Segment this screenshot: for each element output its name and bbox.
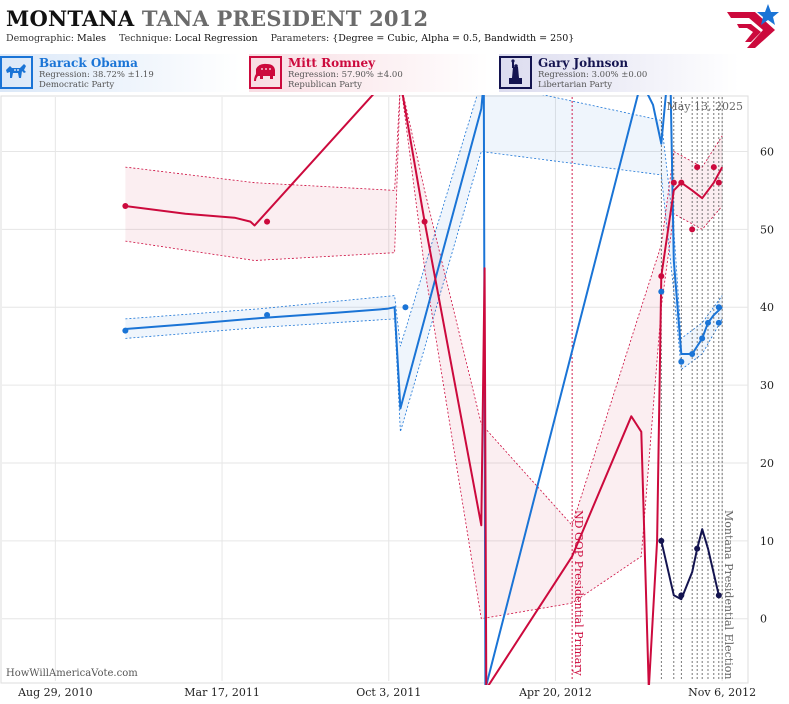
point-mitt-romney xyxy=(264,218,271,225)
y-tick-label: 40 xyxy=(760,301,774,314)
point-mitt-romney xyxy=(689,226,696,233)
point-barack-obama xyxy=(122,327,129,334)
y-tick-label: 30 xyxy=(760,379,774,392)
point-barack-obama xyxy=(689,350,696,357)
technique-label: Technique: xyxy=(119,33,172,44)
point-barack-obama xyxy=(678,358,685,365)
line-mitt-romney xyxy=(125,95,724,685)
point-mitt-romney xyxy=(694,164,701,171)
band-mitt-romney xyxy=(125,95,723,619)
band-lower-barack-obama xyxy=(125,151,723,432)
candidate-name: Gary Johnson xyxy=(538,56,629,70)
x-tick-label: Nov 6, 2012 xyxy=(688,686,757,699)
point-mitt-romney xyxy=(658,273,665,280)
candidate-johnson[interactable]: Gary Johnson Regression: 3.00% ±0.00 Lib… xyxy=(499,54,739,92)
point-gary-johnson xyxy=(678,592,685,599)
series-lines xyxy=(125,95,724,685)
point-barack-obama xyxy=(715,304,722,311)
confidence-bands xyxy=(125,95,723,620)
candidate-regression: Regression: 57.90% ±4.00 xyxy=(288,70,403,80)
demographic-value: Males xyxy=(77,33,106,44)
point-barack-obama xyxy=(402,304,409,311)
date-label: May 13, 2025 xyxy=(666,100,743,113)
donkey-icon xyxy=(0,56,33,89)
liberty-statue-icon xyxy=(499,56,532,89)
y-tick-label: 60 xyxy=(760,146,774,159)
candidate-regression: Regression: 3.00% ±0.00 xyxy=(538,70,648,80)
event-label: ND GOP Presidential Primary xyxy=(572,510,585,677)
point-mitt-romney xyxy=(670,179,677,186)
y-tick-label: 20 xyxy=(760,457,774,470)
point-barack-obama xyxy=(704,319,711,326)
footer-site: HowWillAmericaVote.com xyxy=(6,668,138,679)
chart-plot: ND GOP Presidential Primary Montana Presi… xyxy=(0,95,774,685)
point-mitt-romney xyxy=(122,203,129,210)
site-logo-icon xyxy=(727,4,779,48)
event-label: Montana Presidential Election xyxy=(722,510,735,679)
point-barack-obama xyxy=(715,319,722,326)
point-gary-johnson xyxy=(658,537,665,544)
candidate-obama[interactable]: Barack Obama Regression: 38.72% ±1.19 De… xyxy=(0,54,240,92)
point-barack-obama xyxy=(264,312,271,319)
point-gary-johnson xyxy=(694,545,701,552)
y-tick-label: 10 xyxy=(760,535,774,548)
title-state: MONTANA xyxy=(6,6,135,31)
technique-value: Local Regression xyxy=(174,33,258,44)
x-tick-label: Oct 3, 2011 xyxy=(356,686,422,699)
demographic-label: Demographic: xyxy=(6,33,75,44)
series-points xyxy=(122,164,722,599)
title-rest: TANA PRESIDENT 2012 xyxy=(141,6,429,31)
candidate-name: Barack Obama xyxy=(39,56,138,70)
line-barack-obama xyxy=(125,95,723,685)
chart-header: MONTANA TANA PRESIDENT 2012 Demographic:… xyxy=(6,6,584,44)
y-tick-label: 50 xyxy=(760,223,774,236)
chart-title: MONTANA TANA PRESIDENT 2012 xyxy=(6,6,584,31)
elephant-icon xyxy=(249,56,282,89)
candidate-party: Libertarian Party xyxy=(538,80,613,90)
candidate-legend: Barack Obama Regression: 38.72% ±1.19 De… xyxy=(0,54,789,92)
candidate-regression: Regression: 38.72% ±1.19 xyxy=(39,70,154,80)
y-tick-label: 0 xyxy=(760,613,767,626)
candidate-party: Republican Party xyxy=(288,80,362,90)
y-axis-ticks: 0 10 20 30 40 50 60 xyxy=(760,146,774,626)
candidate-party: Democratic Party xyxy=(39,80,115,90)
point-gary-johnson xyxy=(715,592,722,599)
line-gary-johnson xyxy=(660,528,720,601)
point-mitt-romney xyxy=(421,218,428,225)
parameters-label: Parameters: xyxy=(270,33,330,44)
point-barack-obama xyxy=(658,288,665,295)
band-upper-mitt-romney xyxy=(125,95,723,527)
x-axis-ticks: Aug 29, 2010 Mar 17, 2011 Oct 3, 2011 Apr 2… xyxy=(0,686,789,702)
x-tick-label: Aug 29, 2010 xyxy=(18,686,93,699)
point-mitt-romney xyxy=(710,164,717,171)
candidate-romney[interactable]: Mitt Romney Regression: 57.90% ±4.00 Rep… xyxy=(249,54,489,92)
chart-meta: Demographic: Males Technique: Local Regr… xyxy=(6,33,584,44)
point-mitt-romney xyxy=(678,179,685,186)
candidate-name: Mitt Romney xyxy=(288,56,376,70)
point-barack-obama xyxy=(699,335,706,342)
x-tick-label: Mar 17, 2011 xyxy=(184,686,260,699)
point-mitt-romney xyxy=(715,179,722,186)
x-tick-label: Apr 20, 2012 xyxy=(519,686,592,699)
plot-area xyxy=(0,95,749,684)
parameters-value: {Degree = Cubic, Alpha = 0.5, Bandwidth … xyxy=(332,33,575,44)
